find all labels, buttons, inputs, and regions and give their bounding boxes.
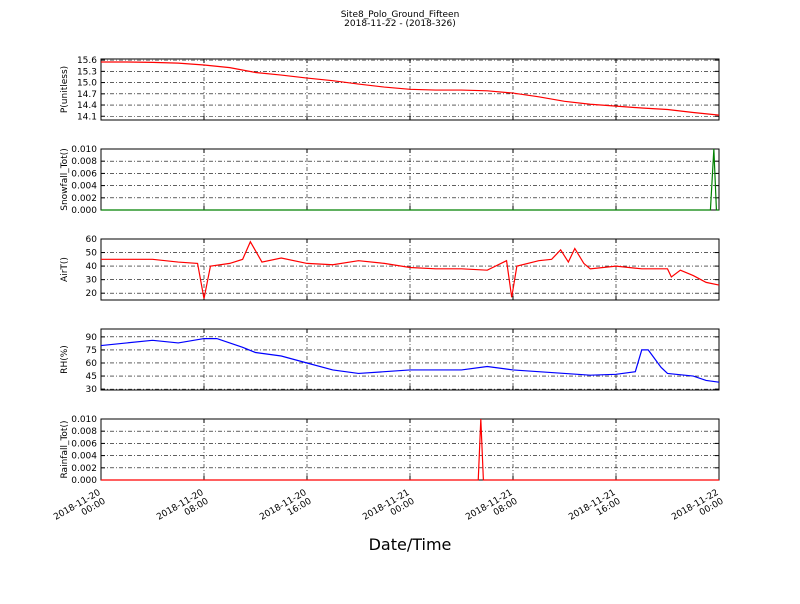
x-tick-label: 2018-11-2100:00 — [361, 488, 417, 532]
y-tick-label: 0.000 — [71, 206, 97, 216]
y-tick-label: 15.6 — [77, 56, 97, 66]
panel: 14.114.414.715.0 15.315.6 P(unitless) — [60, 56, 720, 122]
y-tick-label: 20 — [86, 289, 98, 299]
plot-frame — [100, 238, 720, 301]
x-axis-label: Date/Time — [369, 535, 452, 554]
x-tick-label: 2018-11-2108:00 — [464, 488, 520, 532]
y-axis-label: P(unitless) — [60, 66, 70, 113]
x-tick-label: 2018-11-2200:00 — [670, 488, 726, 532]
y-tick-label: 40 — [86, 262, 98, 272]
data-line — [100, 337, 720, 383]
panel: 30 45 60 75 90 RH(%) — [60, 328, 720, 395]
y-tick-label: 15.0 — [77, 79, 97, 89]
y-tick-label: 0.002 — [71, 464, 97, 474]
subtitle: 2018-11-22 - (2018-326) — [344, 19, 456, 29]
y-tick-label: 0.006 — [71, 169, 97, 179]
y-tick-label: 0.002 — [71, 194, 97, 204]
data-line — [101, 418, 719, 481]
data-line — [101, 148, 719, 211]
x-tick-label: 2018-11-2000:00 — [52, 488, 108, 532]
y-tick-label: 60 — [86, 235, 98, 245]
panel: 20 30 40 50 60 AirT() — [60, 235, 720, 301]
panel: 0.000 0.002 0.004 0.006 0.008 0.010Rainfall_T… — [60, 415, 720, 486]
plot-frame — [100, 328, 720, 391]
y-tick-label: 30 — [86, 385, 98, 395]
plot-frame — [100, 58, 720, 121]
data-line — [101, 61, 720, 116]
y-tick-label: 50 — [86, 249, 98, 259]
y-tick-label: 0.008 — [71, 427, 97, 437]
y-axis-label: Rainfall_Tot() — [60, 421, 70, 479]
y-tick-label: 0.006 — [71, 439, 97, 449]
y-tick-label: 0.010 — [71, 415, 97, 425]
panel: 0.000 0.002 0.004 0.006 0.008 0.010Snowfall_T… — [60, 145, 720, 216]
y-tick-label: 14.4 — [77, 101, 97, 111]
y-tick-label: 14.7 — [77, 90, 97, 100]
y-tick-label: 90 — [86, 333, 98, 343]
title: Site8_Polo_Ground_Fifteen — [341, 10, 460, 20]
x-tick-label: 2018-11-2116:00 — [567, 488, 623, 532]
y-tick-label: 0.004 — [71, 182, 97, 192]
y-tick-label: 0.004 — [71, 452, 97, 462]
y-axis-label: AirT() — [60, 257, 70, 282]
y-tick-label: 60 — [86, 359, 98, 369]
data-line — [101, 240, 720, 299]
x-tick-label: 2018-11-2016:00 — [258, 488, 314, 532]
y-tick-label: 75 — [86, 346, 97, 356]
y-tick-label: 30 — [86, 276, 98, 286]
y-axis-label: Snowfall_Tot() — [60, 148, 70, 211]
y-tick-label: 0.000 — [71, 476, 97, 486]
x-tick-label: 2018-11-2008:00 — [155, 488, 211, 532]
y-tick-label: 45 — [86, 372, 97, 382]
y-tick-label: 15.3 — [77, 67, 97, 77]
y-tick-label: 0.010 — [71, 145, 97, 155]
y-tick-label: 0.008 — [71, 157, 97, 167]
y-axis-label: RH(%) — [60, 345, 70, 374]
y-tick-label: 14.1 — [77, 112, 97, 122]
